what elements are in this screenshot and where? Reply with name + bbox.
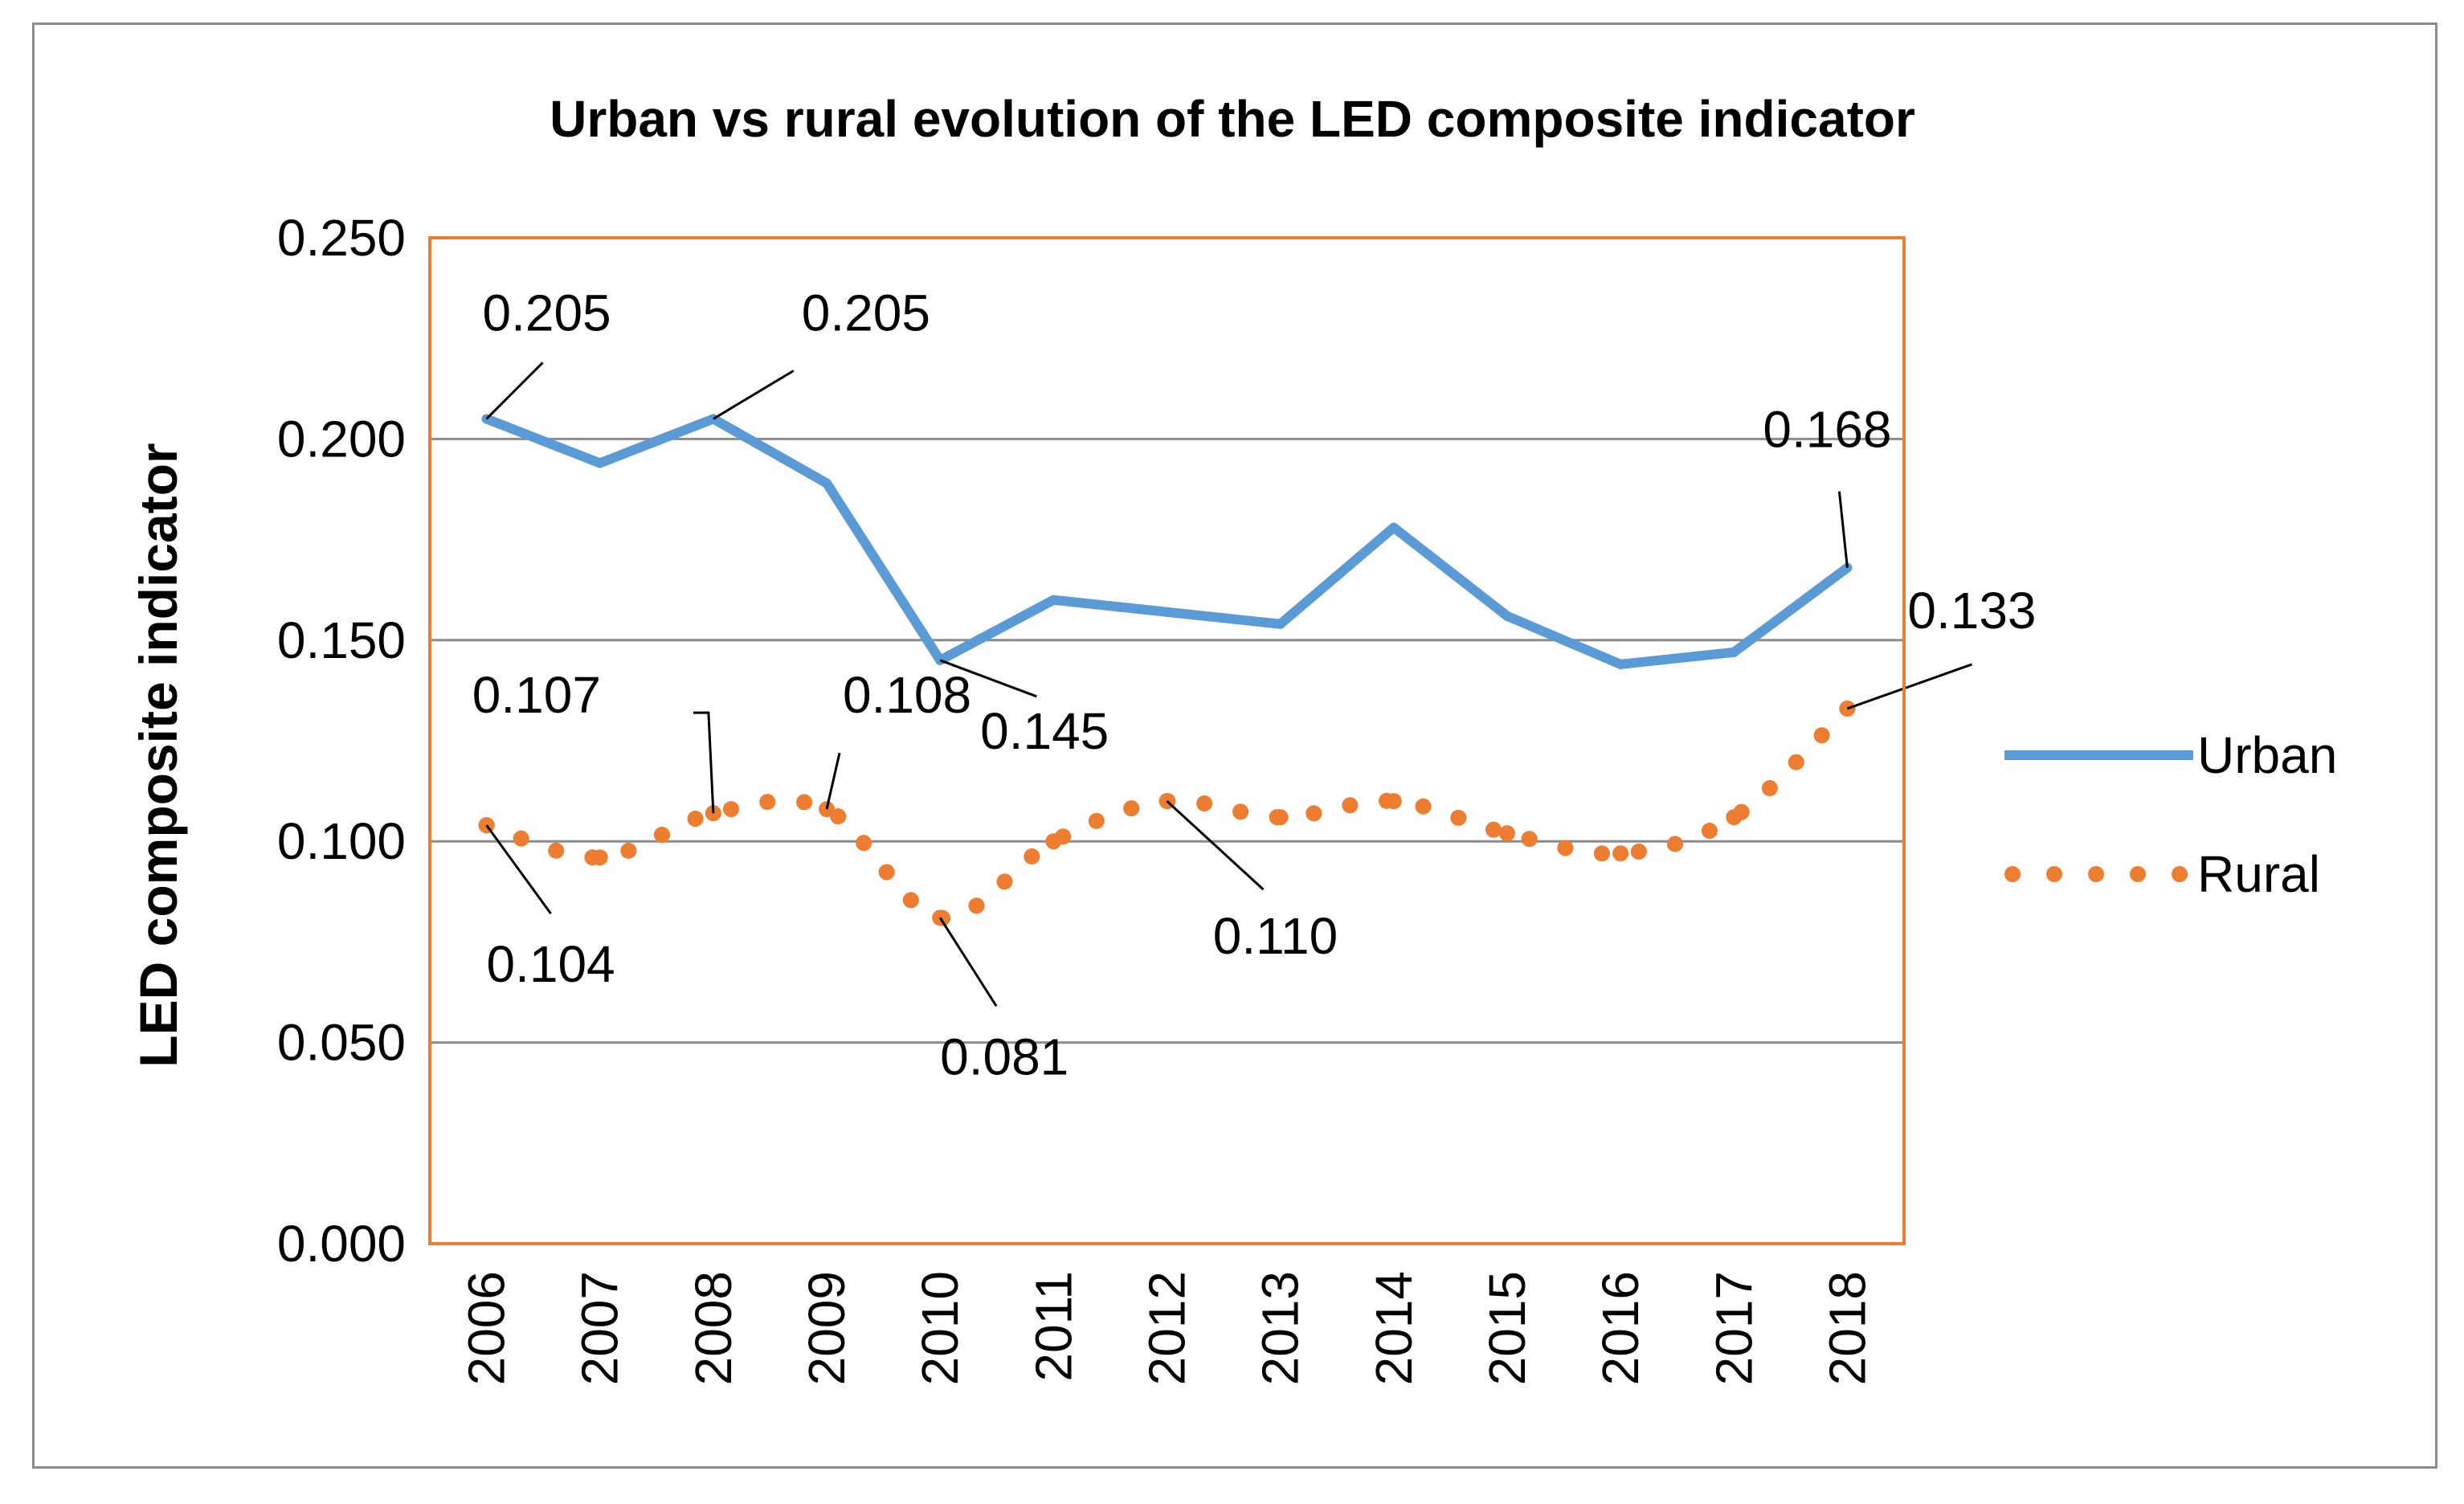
legend-swatch-rural (2088, 866, 2104, 882)
data-label-leader (1166, 800, 1265, 891)
rural-point (1726, 809, 1743, 826)
rural-point (591, 849, 608, 866)
urban-point (1048, 595, 1059, 605)
y-axis-ticks: 0.000 0.050 0.100 0.150 0.200 0.250 (277, 209, 406, 1273)
data-label: 0.104 (486, 935, 615, 993)
x-tick-label: 2006 (458, 1271, 516, 1385)
data-label-leader (939, 659, 1037, 698)
urban-point (1502, 611, 1512, 621)
legend-label-rural: Rural (2197, 845, 2320, 903)
data-label-leader (1837, 491, 1849, 568)
chart-frame (32, 22, 2437, 1469)
data-label: 0.205 (482, 284, 611, 341)
chart-title: Urban vs rural evolution of the LED comp… (550, 90, 1915, 148)
data-label: 0.108 (843, 666, 971, 724)
y-tick-label: 0.100 (277, 812, 406, 870)
y-tick-label: 0.200 (277, 410, 406, 468)
legend-label-urban: Urban (2197, 726, 2337, 784)
urban-point (595, 458, 605, 468)
x-tick-label: 2009 (798, 1271, 856, 1385)
urban-point (1275, 619, 1285, 629)
data-label: 0.081 (940, 1028, 1069, 1085)
rural-point (1612, 845, 1629, 862)
rural-point (1045, 833, 1062, 850)
x-tick-label: 2018 (1818, 1271, 1876, 1385)
urban-point (1162, 607, 1172, 617)
rural-point (1498, 825, 1515, 842)
urban-point (1388, 522, 1399, 533)
data-label-leader (825, 752, 841, 810)
x-tick-label: 2007 (571, 1271, 629, 1385)
data-label-leader (938, 917, 998, 1007)
data-label: 0.110 (1213, 907, 1338, 965)
legend-swatch-rural (2172, 866, 2188, 882)
x-tick-label: 2012 (1138, 1271, 1196, 1385)
legend-swatch-rural (2130, 866, 2146, 882)
data-label-leader (1846, 663, 1972, 710)
x-tick-label: 2008 (684, 1271, 742, 1385)
y-axis-title: LED composite indicator (129, 443, 188, 1067)
legend-swatch-rural (2046, 866, 2062, 882)
x-tick-label: 2015 (1478, 1271, 1536, 1385)
data-label: 0.133 (1907, 582, 2036, 640)
series-layer (478, 414, 1856, 926)
data-label-leader (713, 370, 795, 420)
x-tick-label: 2014 (1365, 1271, 1423, 1385)
y-tick-label: 0.050 (277, 1014, 406, 1072)
plot-area-border (428, 236, 1906, 1245)
data-label: 0.107 (472, 666, 601, 724)
urban-point (1729, 647, 1739, 657)
data-label-leader (485, 362, 544, 420)
rural-point (1385, 793, 1402, 810)
x-axis-ticks: 2006 2007 2008 2009 2010 2011 2012 2013 2014 2015… (458, 1271, 1877, 1385)
rural-point (1272, 809, 1289, 826)
x-tick-label: 2017 (1705, 1271, 1763, 1385)
y-tick-label: 0.250 (277, 209, 406, 267)
x-tick-label: 2011 (1024, 1271, 1082, 1382)
urban-point (822, 478, 832, 488)
data-label: 0.168 (1763, 401, 1891, 459)
x-tick-label: 2013 (1252, 1271, 1310, 1385)
data-label: 0.205 (802, 284, 930, 341)
urban-point (1616, 659, 1626, 669)
y-tick-label: 0.150 (277, 611, 406, 669)
data-labels: 0.205 0.205 0.145 0.168 0.104 0.107 0.108 0.081… (472, 284, 2037, 1085)
series-line-urban (481, 414, 1853, 669)
x-tick-label: 2016 (1592, 1271, 1649, 1385)
data-label-leader (485, 824, 552, 915)
data-label-leaders (485, 362, 1972, 1007)
data-label: 0.145 (980, 702, 1109, 760)
gridlines (430, 437, 1904, 1044)
y-tick-label: 0.000 (277, 1215, 406, 1273)
legend-swatch-rural (2004, 866, 2021, 882)
series-line-rural (478, 700, 1856, 926)
x-tick-label: 2010 (911, 1271, 969, 1385)
legend: Urban Rural (2004, 726, 2337, 903)
data-label-leader (693, 711, 715, 814)
